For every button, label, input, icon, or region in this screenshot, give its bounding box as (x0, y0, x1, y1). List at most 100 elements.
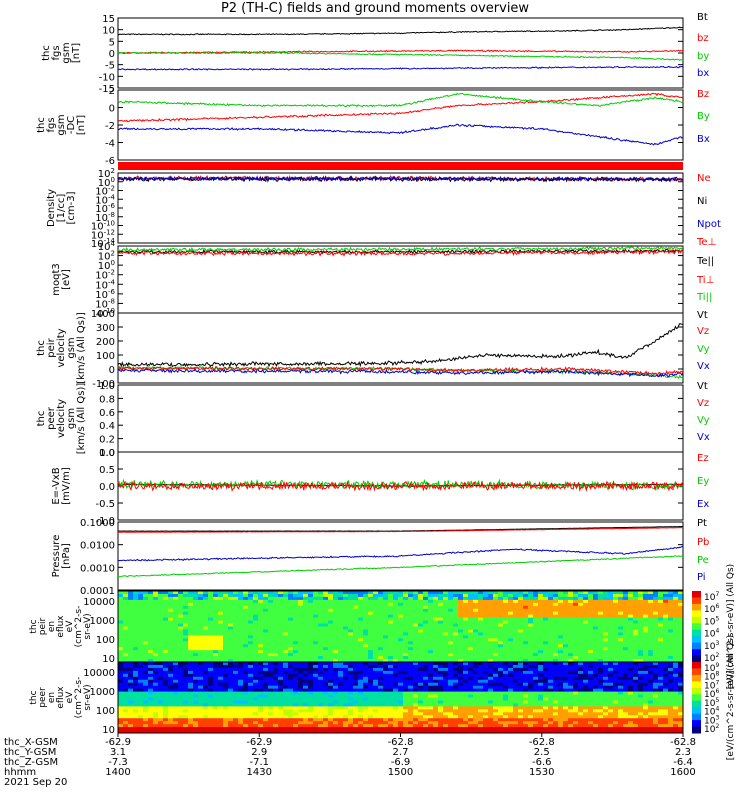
spectrogram-cell (223, 596, 229, 601)
spectrogram-cell (458, 715, 464, 719)
spectrogram-cell (478, 638, 484, 642)
spectrogram-cell (428, 685, 434, 690)
spectrogram-cell (288, 653, 294, 657)
spectrogram-cell (278, 712, 284, 716)
spectrogram-cell (163, 599, 169, 604)
spectrogram-cell (363, 599, 369, 604)
spectrogram-cell (238, 626, 244, 630)
spectrogram-cell (393, 611, 399, 616)
spectrogram-cell (633, 641, 639, 645)
spectrogram-cell (428, 644, 434, 648)
spectrogram-cell (488, 650, 494, 654)
spectrogram-cell (478, 667, 484, 672)
spectrogram-cell (263, 593, 269, 598)
spectrogram-cell (553, 602, 559, 607)
spectrogram-cell (463, 620, 469, 624)
spectrogram-cell (378, 605, 384, 610)
spectrogram-cell (178, 697, 184, 701)
spectrogram-cell (223, 638, 229, 642)
spectrogram-cell (183, 614, 189, 619)
spectrogram-cell (123, 629, 129, 633)
spectrogram-cell (338, 614, 344, 619)
spectrogram-cell (678, 653, 684, 657)
spectrogram-cell (553, 656, 559, 660)
spectrogram-cell (203, 709, 209, 713)
spectrogram-cell (508, 679, 514, 684)
spectrogram-cell (388, 620, 394, 624)
spectrogram-cell (518, 721, 524, 725)
spectrogram-cell (163, 664, 169, 669)
spectrogram-cell (583, 629, 589, 633)
spectrogram-cell (483, 664, 489, 669)
spectrogram-cell (123, 697, 129, 701)
spectrogram-cell (118, 635, 124, 639)
spectrogram-cell (118, 703, 124, 707)
spectrogram-cell (598, 641, 604, 645)
spectrogram-cell (648, 623, 654, 627)
spectrogram-cell (133, 632, 139, 636)
line-panels: 151050-5-10-15thcfgsgsm[nT]Btbzbybx20-2-… (36, 12, 721, 597)
spectrogram-cell (243, 653, 249, 657)
spectrogram-cell (488, 632, 494, 636)
spectrogram-cell (158, 608, 164, 613)
spectrogram-cell (393, 635, 399, 639)
spectrogram-cell (653, 632, 659, 636)
spectrogram-cell (378, 673, 384, 678)
spectrogram-cell (268, 602, 274, 607)
spectrogram-cell (618, 638, 624, 642)
spectrogram-cell (163, 715, 169, 719)
spectrogram-cell (558, 656, 564, 660)
spectrogram-cell (598, 629, 604, 633)
spectrogram-cell (498, 623, 504, 627)
spectrogram-cell (398, 626, 404, 630)
spectrogram-cell (373, 715, 379, 719)
spectrogram-cell (223, 664, 229, 669)
spectrogram-cell (348, 591, 354, 595)
spectrogram-cell (173, 667, 179, 672)
spectrogram-cell (368, 596, 374, 601)
spectrogram-cell (663, 593, 669, 598)
spectrogram-cell (488, 647, 494, 651)
spectrogram-cell (143, 659, 149, 663)
spectrogram-cell (338, 670, 344, 675)
spectrogram-cell (373, 721, 379, 725)
spectrogram-cell (673, 647, 679, 651)
spectrogram-cell (273, 605, 279, 610)
spectrogram-cell (228, 620, 234, 624)
spectrogram-cell (553, 614, 559, 619)
spectrogram-cell (388, 591, 394, 595)
spectrogram-cell (153, 662, 159, 666)
spectrogram-cell (483, 724, 489, 728)
spectrogram-cell (343, 626, 349, 630)
spectrogram-cell (258, 591, 264, 595)
spectrogram-cell (258, 620, 264, 624)
spectrogram-cell (543, 608, 549, 613)
spectrogram-cell (608, 620, 614, 624)
spectrogram-cell (308, 691, 314, 695)
spectrogram-cell (523, 617, 529, 621)
spectrogram-cell (138, 670, 144, 675)
spectrogram-cell (463, 632, 469, 636)
spectrogram-cell (623, 626, 629, 630)
spectrogram-cell (363, 730, 369, 734)
spectrogram-cell (313, 730, 319, 734)
spectrogram-cell (178, 670, 184, 675)
spectrogram-cell (348, 593, 354, 598)
spectrogram-cell (633, 656, 639, 660)
spectrogram-cell (278, 599, 284, 604)
spectrogram-cell (248, 632, 254, 636)
spectrogram-cell (383, 599, 389, 604)
spectrogram-cell (298, 626, 304, 630)
spectrogram-cell (353, 617, 359, 621)
spectrogram-cell (503, 617, 509, 621)
spectrogram-cell (303, 596, 309, 601)
spectrogram-cell (443, 647, 449, 651)
spectrogram-cell (258, 688, 264, 692)
spectrogram-cell (638, 659, 644, 663)
spectrogram-cell (223, 688, 229, 692)
spectrogram-cell (518, 697, 524, 701)
spectrogram-cell (633, 596, 639, 601)
spectrogram-cell (173, 670, 179, 675)
spectrogram-cell (333, 611, 339, 616)
spectrogram-cell (168, 602, 174, 607)
